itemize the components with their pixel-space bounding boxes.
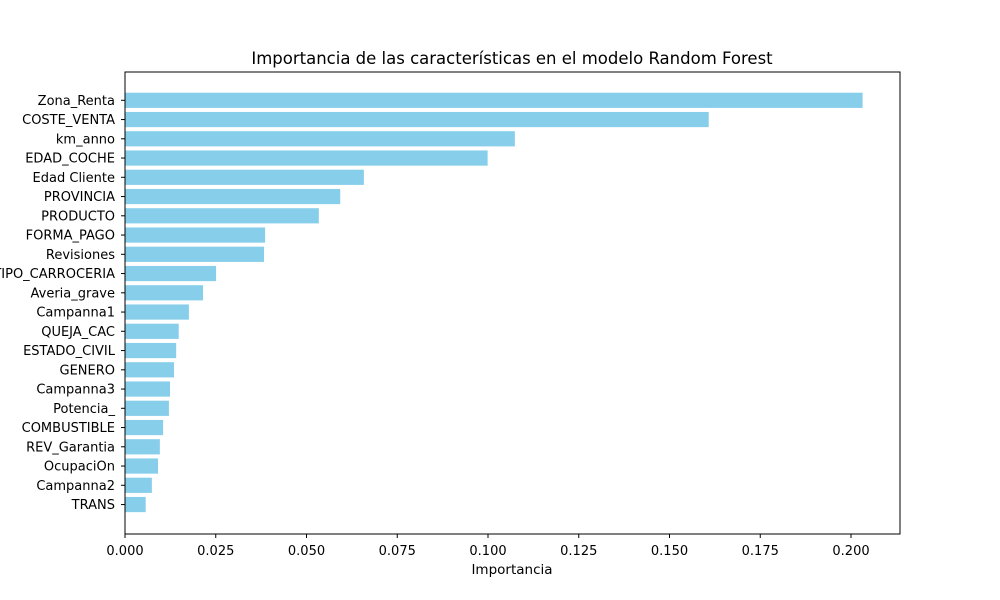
- y-tick-label: REV_Garantia: [26, 440, 115, 455]
- bar-campanna1: [125, 304, 189, 320]
- y-tick-label: PROVINCIA: [44, 190, 115, 205]
- y-tick-label: Campanna1: [36, 306, 115, 321]
- y-tick-label: km_anno: [56, 132, 115, 147]
- x-tick-layer: 0.000 0.025 0.050 0.075 0.100 0.125 0.150 0.175…: [106, 534, 870, 559]
- y-tick-label: QUEJA_CAC: [41, 325, 115, 340]
- bars-layer: [125, 92, 863, 513]
- bar-rev-garantia: [125, 439, 160, 455]
- y-tick-label: Campanna3: [36, 383, 115, 398]
- bar-tipo-carroceria: [125, 265, 217, 282]
- y-tick-label: Edad Cliente: [33, 171, 115, 186]
- bar-estado-civil: [125, 342, 177, 359]
- y-tick-label: Zona_Renta: [38, 94, 115, 109]
- x-tick-label: 0.050: [288, 544, 325, 559]
- bar-coste-venta: [125, 111, 709, 128]
- y-tick-label: OcupaciOn: [44, 460, 115, 475]
- y-tick-label: COSTE_VENTA: [22, 113, 115, 128]
- bar-trans: [125, 496, 146, 513]
- y-tick-label: EDAD_COCHE: [25, 152, 115, 167]
- x-tick-label: 0.025: [197, 544, 234, 559]
- y-tick-label: Potencia_: [53, 402, 115, 417]
- bar-zona-renta: [125, 92, 863, 108]
- x-tick-label: 0.150: [651, 544, 688, 559]
- y-tick-label: TRANS: [71, 498, 115, 513]
- y-tick-label: Campanna2: [36, 479, 115, 494]
- bar-km-anno: [125, 131, 515, 147]
- bar-potencia-: [125, 400, 169, 416]
- bar-averia-grave: [125, 285, 204, 301]
- bar-campanna3: [125, 381, 171, 397]
- chart-title: Importancia de las características en el…: [251, 49, 773, 68]
- y-tick-label: TIPO_CARROCERIA: [0, 267, 115, 282]
- bar-ocupacion: [125, 458, 159, 474]
- y-tick-label: COMBUSTIBLE: [22, 421, 115, 436]
- bar-genero: [125, 362, 174, 378]
- x-tick-label: 0.200: [832, 544, 869, 559]
- bar-combustible: [125, 419, 164, 436]
- y-tick-layer: Zona_Renta COSTE_VENTA km_anno EDAD_COCHE Ed…: [0, 94, 125, 513]
- x-axis-label: Importancia: [471, 562, 552, 578]
- y-tick-label: Revisiones: [46, 248, 115, 263]
- plot-frame: [124, 71, 901, 535]
- bar-edad-coche: [125, 150, 488, 166]
- y-tick-label: Averia_grave: [31, 286, 116, 301]
- y-tick-label: PRODUCTO: [41, 209, 115, 224]
- bar-provincia: [125, 188, 341, 205]
- y-tick-label: ESTADO_CIVIL: [23, 344, 116, 359]
- x-tick-label: 0.100: [469, 544, 506, 559]
- bar-campanna2: [125, 477, 152, 493]
- bar-queja-cac: [125, 323, 179, 339]
- x-tick-label: 0.175: [742, 544, 779, 559]
- x-tick-label: 0.000: [106, 544, 143, 559]
- bar-producto: [125, 208, 319, 224]
- x-tick-label: 0.075: [379, 544, 416, 559]
- bar-forma-pago: [125, 227, 266, 243]
- y-tick-label: GENERO: [60, 363, 116, 378]
- y-tick-label: FORMA_PAGO: [26, 229, 115, 244]
- bar-edad-cliente: [125, 169, 364, 185]
- x-tick-label: 0.125: [560, 544, 597, 559]
- bar-revisiones: [125, 246, 265, 262]
